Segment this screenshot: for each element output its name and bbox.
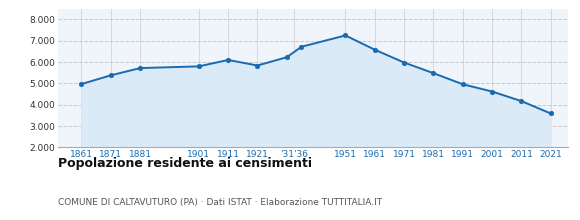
Text: Popolazione residente ai censimenti: Popolazione residente ai censimenti	[58, 157, 312, 170]
Text: COMUNE DI CALTAVUTURO (PA) · Dati ISTAT · Elaborazione TUTTITALIA.IT: COMUNE DI CALTAVUTURO (PA) · Dati ISTAT …	[58, 198, 382, 207]
